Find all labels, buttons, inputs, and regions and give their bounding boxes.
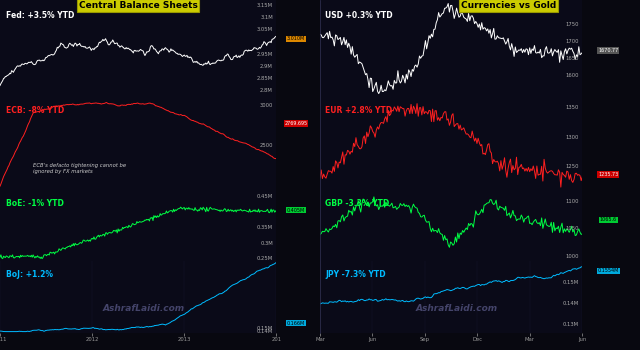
Text: AshrafLaidi.com: AshrafLaidi.com <box>102 304 185 313</box>
Text: 1065.6: 1065.6 <box>600 217 617 222</box>
Text: 1235.73: 1235.73 <box>598 172 618 177</box>
Text: Currencies vs Gold: Currencies vs Gold <box>461 1 557 10</box>
Text: Fed: +3.5% YTD: Fed: +3.5% YTD <box>6 12 74 20</box>
Text: AshrafLaidi.com: AshrafLaidi.com <box>415 304 497 313</box>
Text: JPY -7.3% YTD: JPY -7.3% YTD <box>325 270 386 279</box>
Text: 1670.77: 1670.77 <box>598 48 618 53</box>
Text: ECB's defacto tightening cannot be
ignored by FX markets: ECB's defacto tightening cannot be ignor… <box>33 163 126 174</box>
Text: 0.166M: 0.166M <box>287 321 305 326</box>
Text: 0.405M: 0.405M <box>287 208 305 213</box>
Text: 2769.695: 2769.695 <box>285 121 308 126</box>
Text: BoE: -1% YTD: BoE: -1% YTD <box>6 198 63 208</box>
Text: 3.010M: 3.010M <box>287 36 305 41</box>
Text: 0.1554M: 0.1554M <box>598 268 619 273</box>
Text: EUR +2.8% YTD: EUR +2.8% YTD <box>325 106 392 116</box>
Text: USD +0.3% YTD: USD +0.3% YTD <box>325 12 393 20</box>
Text: Central Balance Sheets: Central Balance Sheets <box>79 1 198 10</box>
Text: BoJ: +1.2%: BoJ: +1.2% <box>6 270 52 279</box>
Text: GBP -3.3% YTD: GBP -3.3% YTD <box>325 198 390 208</box>
Text: ECB: -8% YTD: ECB: -8% YTD <box>6 106 64 116</box>
